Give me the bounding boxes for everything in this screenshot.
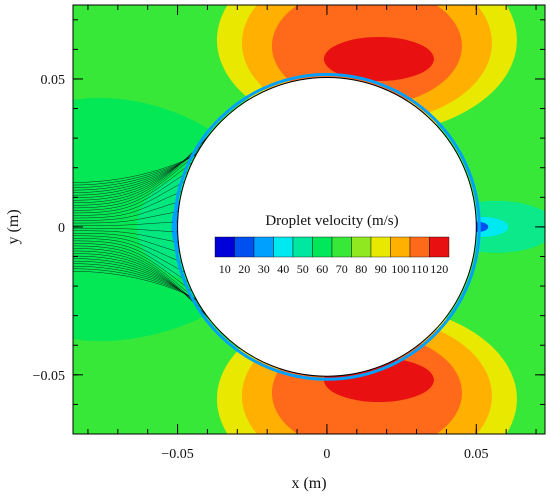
axis-tick-labels: −0.05 0 0.05 0.05 0 −0.05 [33, 73, 489, 462]
legend-swatch [390, 236, 411, 258]
legend-level-label: 30 [258, 262, 270, 276]
legend-level-label: 70 [336, 262, 348, 276]
legend-level-label: 100 [391, 262, 409, 276]
droplet-trajectory [73, 230, 179, 243]
legend-swatch [234, 236, 255, 258]
legend-swatch [273, 236, 294, 258]
droplet-trajectory [73, 238, 185, 273]
legend-swatch [370, 236, 391, 258]
legend-swatch [429, 236, 450, 258]
droplet-trajectory [73, 240, 189, 283]
legend-swatch [331, 236, 352, 258]
droplet-trajectory [73, 248, 203, 310]
droplet-trajectory [73, 211, 179, 224]
x-axis-title: x (m) [291, 475, 326, 492]
legend-swatches [214, 236, 450, 258]
droplet-trajectory [73, 245, 198, 301]
legend-level-label: 120 [430, 262, 448, 276]
droplet-trajectory [73, 191, 182, 219]
cylinder-boundary-layer [173, 73, 481, 381]
droplet-trajectory [73, 227, 178, 233]
legend-swatch [351, 236, 372, 258]
legend-labels: 10 20 30 40 50 60 70 80 90 100 110 120 [219, 262, 449, 276]
droplet-trajectory [73, 153, 198, 209]
legend-level-label: 50 [297, 262, 309, 276]
droplet-trajectory [73, 235, 182, 263]
contour-upper-band-4 [323, 37, 434, 81]
x-tick-label: 0.05 [464, 447, 489, 462]
legend-level-label: 90 [375, 262, 387, 276]
legend-level-label: 60 [316, 262, 328, 276]
legend-level-label: 80 [355, 262, 367, 276]
droplet-trajectory [73, 221, 178, 226]
legend-level-label: 10 [219, 262, 231, 276]
legend-level-label: 20 [238, 262, 250, 276]
y-tick-label: −0.05 [33, 369, 65, 384]
colorbar-legend: Droplet velocity (m/s) 10 20 30 40 50 60 70 80 9… [207, 203, 457, 281]
y-tick-label: 0.05 [41, 73, 66, 88]
legend-swatch [292, 236, 313, 258]
droplet-trajectory [73, 162, 193, 211]
legend-swatch [312, 236, 333, 258]
x-tick-label: −0.05 [161, 447, 193, 462]
axis-ticks [73, 5, 545, 435]
legend-level-label: 40 [277, 262, 289, 276]
droplet-trajectory [73, 201, 180, 221]
droplet-trajectory [73, 171, 189, 214]
legend-swatch [253, 236, 274, 258]
droplet-trajectory [73, 250, 209, 318]
legend-swatch [214, 236, 235, 258]
legend-level-label: 110 [411, 262, 429, 276]
y-tick-label: 0 [58, 221, 65, 236]
droplet-trajectory [73, 243, 193, 292]
droplet-trajectory [73, 232, 180, 253]
legend-title: Droplet velocity (m/s) [265, 213, 398, 229]
legend-swatch [409, 236, 430, 258]
plot-frame [72, 4, 546, 435]
y-axis-title: y (m) [5, 209, 22, 244]
x-tick-label: 0 [323, 447, 330, 462]
droplet-trajectory [73, 181, 185, 216]
